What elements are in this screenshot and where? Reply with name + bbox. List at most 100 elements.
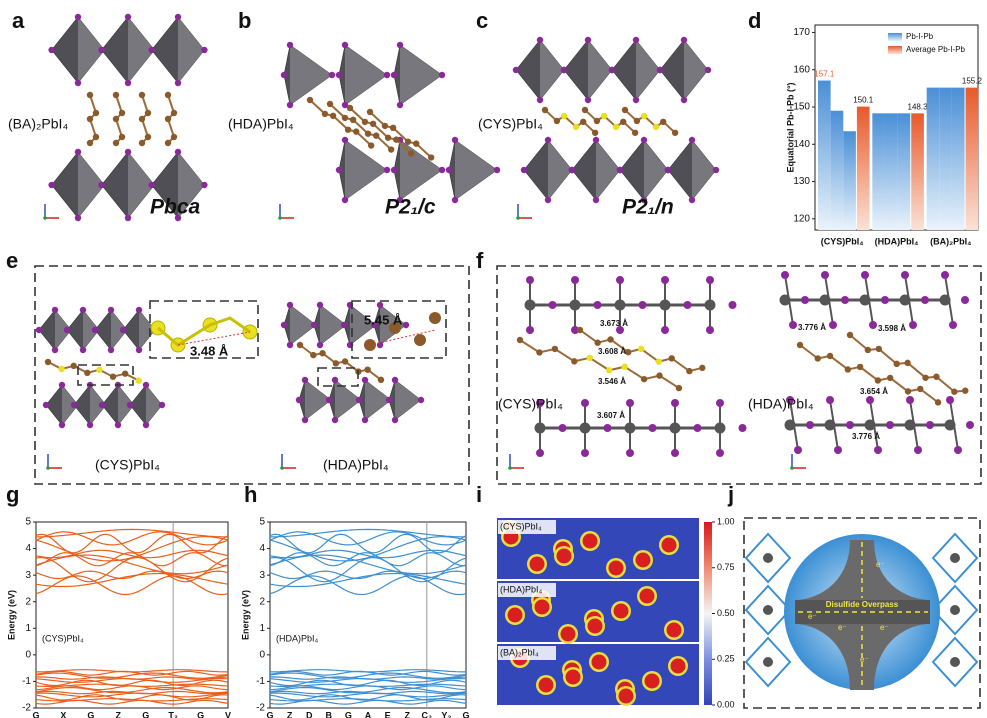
- lead: [824, 419, 836, 431]
- atom: [922, 374, 929, 381]
- label: 3.776 Å: [852, 432, 880, 441]
- iodine: [390, 166, 398, 174]
- x-tick-label: G: [87, 710, 94, 718]
- atom: [886, 374, 894, 382]
- lead: [784, 419, 796, 431]
- iodine: [921, 296, 929, 304]
- atom: [668, 355, 675, 362]
- atom: [620, 118, 627, 126]
- atom: [699, 364, 706, 372]
- iodine: [126, 401, 134, 409]
- label: (CYS)PbI₄: [478, 116, 543, 132]
- y-tick-label: 3: [25, 570, 31, 581]
- density-blob: [644, 673, 660, 689]
- band: [269, 679, 467, 687]
- x-tick-label: (BA)₂PbI₄: [930, 236, 971, 246]
- atom: [516, 336, 524, 344]
- label: g: [6, 482, 19, 507]
- atom: [951, 388, 958, 395]
- x-tick-label: V: [225, 710, 231, 718]
- atom: [655, 358, 662, 365]
- iodine: [558, 424, 567, 432]
- iodine: [74, 13, 82, 21]
- zoom-src: [77, 364, 134, 386]
- iodine: [42, 401, 50, 409]
- lead: [944, 419, 956, 431]
- panel-j-frame: [743, 517, 981, 709]
- iodine: [826, 396, 834, 404]
- lead: [950, 553, 960, 563]
- density-blob: [507, 607, 523, 623]
- atom: [84, 369, 91, 377]
- iodine: [119, 326, 127, 334]
- atom: [671, 129, 679, 136]
- label: e⁻: [880, 623, 889, 632]
- label: (BA)₂PbI₄: [500, 647, 539, 657]
- octahedron-face: [78, 152, 105, 218]
- iodine: [949, 321, 957, 329]
- band: [35, 692, 229, 698]
- bar: [911, 113, 924, 230]
- iodine: [866, 396, 874, 404]
- atom: [389, 124, 397, 132]
- x-tick-label: C₂: [422, 710, 433, 718]
- iodine: [331, 416, 339, 424]
- chain: [369, 111, 432, 159]
- octahedron-face: [146, 385, 162, 425]
- iodine: [341, 136, 349, 144]
- iodine: [417, 396, 425, 404]
- iodine: [632, 36, 640, 44]
- x-tick-label: X: [60, 710, 66, 718]
- iodine: [114, 421, 122, 429]
- atom: [112, 139, 120, 147]
- y-tick-label: 2: [25, 596, 31, 607]
- iodine: [280, 71, 288, 79]
- iodine: [361, 416, 369, 424]
- atom: [581, 106, 589, 114]
- atom: [121, 370, 129, 377]
- iodine: [286, 101, 294, 109]
- y-tick-label: 4: [25, 543, 31, 554]
- iodine: [341, 101, 349, 109]
- band: [269, 572, 467, 588]
- octahedron-face: [644, 140, 668, 200]
- lead: [904, 419, 916, 431]
- density-blob: [618, 688, 634, 704]
- atom: [640, 375, 648, 383]
- iodine: [174, 214, 182, 222]
- y-axis-label: Equatorial Pb-I-Pb (°): [785, 82, 795, 172]
- y-tick-label: 1: [25, 623, 31, 634]
- lead: [659, 299, 671, 311]
- atom: [381, 122, 389, 130]
- atom: [138, 139, 146, 147]
- atom: [934, 399, 942, 406]
- atom: [962, 387, 969, 394]
- atom: [404, 138, 412, 145]
- iodine: [331, 376, 339, 384]
- atom: [86, 115, 94, 123]
- atom: [652, 123, 660, 131]
- atom: [875, 345, 883, 353]
- iodine: [536, 399, 544, 407]
- x-tick-label: Y₂: [441, 710, 451, 718]
- iodine: [396, 196, 404, 204]
- atom: [349, 116, 357, 124]
- octahedron-face: [395, 380, 421, 420]
- atom: [170, 133, 178, 141]
- octahedron-face: [128, 17, 155, 83]
- iodine: [626, 449, 634, 457]
- lead: [534, 422, 546, 434]
- atom: [571, 358, 578, 365]
- iodine: [781, 271, 789, 279]
- octahedron-face: [350, 305, 376, 345]
- lead: [624, 422, 636, 434]
- y-tick-label: 3: [259, 570, 265, 581]
- band: [269, 554, 467, 575]
- lead: [614, 299, 626, 311]
- colorbar-label: 0.50: [717, 608, 735, 618]
- band: [269, 672, 467, 679]
- label: d: [748, 8, 761, 33]
- x-tick-label: Z: [404, 710, 410, 718]
- iodine: [493, 166, 501, 174]
- atom: [367, 142, 375, 149]
